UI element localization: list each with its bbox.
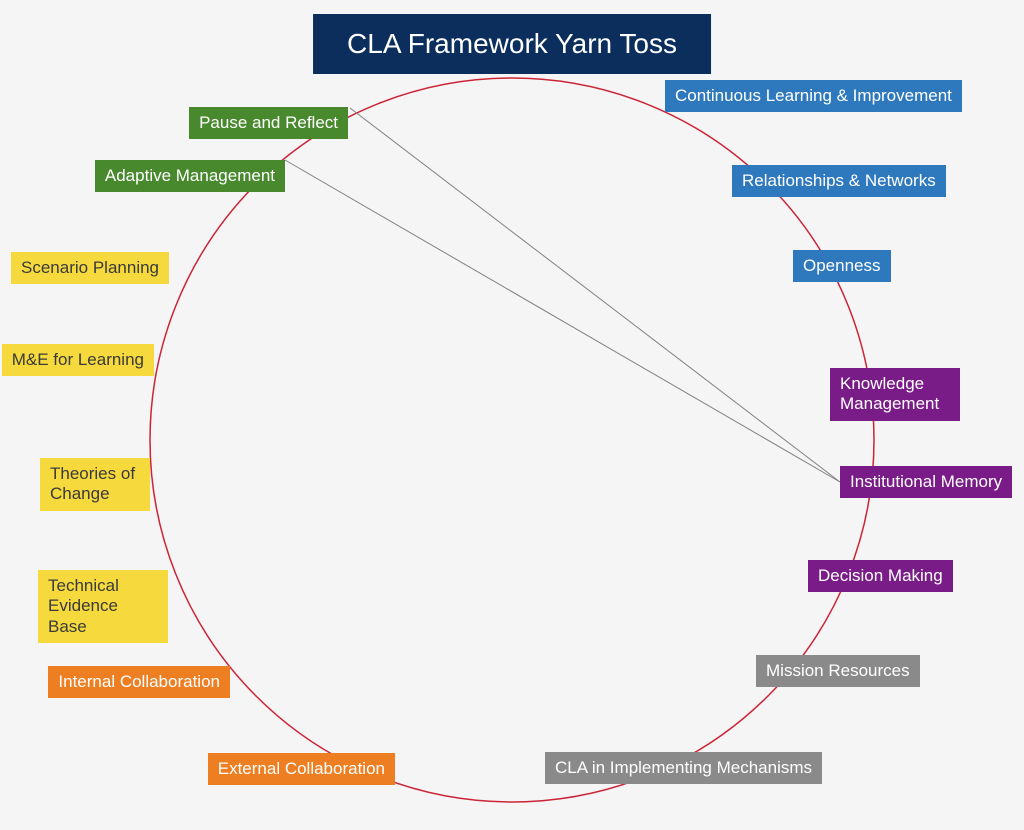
node-adaptive-management: Adaptive Management bbox=[95, 160, 285, 192]
node-internal-collab: Internal Collaboration bbox=[48, 666, 230, 698]
node-relationships-networks: Relationships & Networks bbox=[732, 165, 946, 197]
node-scenario-planning: Scenario Planning bbox=[11, 252, 169, 284]
node-mission-resources: Mission Resources bbox=[756, 655, 920, 687]
node-institutional-memory: Institutional Memory bbox=[840, 466, 1012, 498]
node-decision-making: Decision Making bbox=[808, 560, 953, 592]
node-tech-evidence: Technical Evidence Base bbox=[38, 570, 168, 643]
diagram-stage: CLA Framework Yarn Toss Pause and Reflec… bbox=[0, 0, 1024, 830]
node-theories-change: Theories of Change bbox=[40, 458, 150, 511]
page-title: CLA Framework Yarn Toss bbox=[313, 14, 711, 74]
node-continuous-learning: Continuous Learning & Improvement bbox=[665, 80, 962, 112]
node-cla-mechanisms: CLA in Implementing Mechanisms bbox=[545, 752, 822, 784]
node-pause-reflect: Pause and Reflect bbox=[189, 107, 348, 139]
node-knowledge-mgmt: Knowledge Management bbox=[830, 368, 960, 421]
node-openness: Openness bbox=[793, 250, 891, 282]
node-me-learning: M&E for Learning bbox=[2, 344, 154, 376]
node-external-collab: External Collaboration bbox=[208, 753, 395, 785]
